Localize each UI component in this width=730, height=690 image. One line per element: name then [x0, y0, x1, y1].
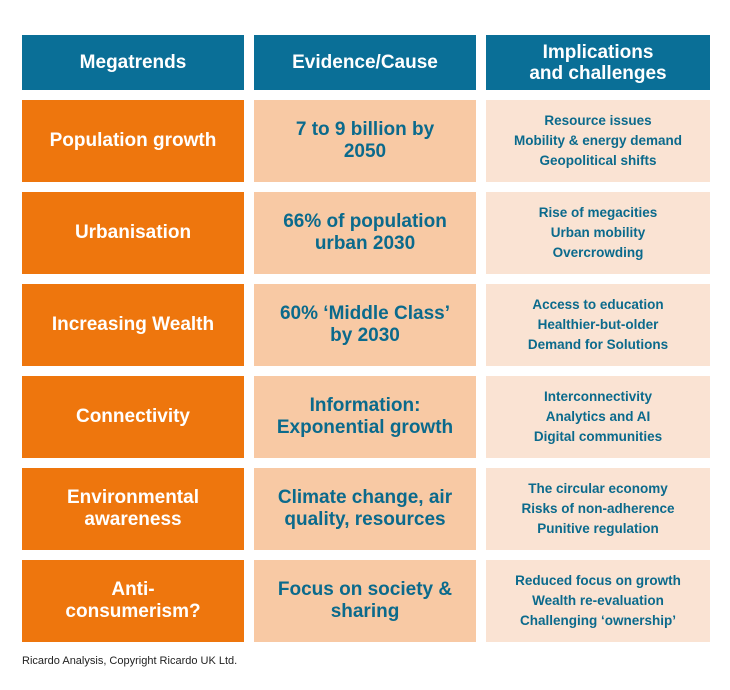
- implication-item: Rise of megacities: [538, 205, 658, 220]
- implication-item: Interconnectivity: [543, 389, 653, 404]
- table-row: Urbanisation 66% of population urban 2030…: [22, 192, 710, 274]
- implications-cell: Resource issues Mobility & energy demand G…: [486, 100, 710, 182]
- evidence-cell: 60% ‘Middle Class’ by 2030: [254, 284, 476, 366]
- megatrend-cell: Anti-consumerism?: [22, 560, 244, 642]
- implication-item: Resource issues: [544, 113, 652, 128]
- implication-item: Punitive regulation: [537, 521, 659, 536]
- implication-item: Geopolitical shifts: [539, 153, 657, 168]
- megatrend-cell: Population growth: [22, 100, 244, 182]
- table-row: Environmental awareness Climate change, a…: [22, 468, 710, 550]
- header-evidence: Evidence/Cause: [254, 35, 476, 90]
- table-row: Increasing Wealth 60% ‘Middle Class’ by 2…: [22, 284, 710, 366]
- megatrend-cell: Connectivity: [22, 376, 244, 458]
- implication-item: Access to education: [532, 297, 664, 312]
- implications-cell: Access to education Healthier-but-older De…: [486, 284, 710, 366]
- header-implications: Implications and challenges: [486, 35, 710, 90]
- header-implications-line1: Implications: [542, 41, 654, 63]
- source-caption: Ricardo Analysis, Copyright Ricardo UK L…: [22, 655, 238, 667]
- implication-item: Wealth re-evaluation: [532, 593, 664, 608]
- implications-cell: Interconnectivity Analytics and AI Digital…: [486, 376, 710, 458]
- implication-item: Urban mobility: [550, 225, 646, 240]
- implications-cell: Reduced focus on growth Wealth re-evaluat…: [486, 560, 710, 642]
- evidence-cell: 7 to 9 billion by 2050: [254, 100, 476, 182]
- implication-item: Digital communities: [533, 429, 663, 444]
- implication-item: The circular economy: [528, 481, 668, 496]
- megatrend-cell: Environmental awareness: [22, 468, 244, 550]
- table-row: Population growth 7 to 9 billion by 2050 R…: [22, 100, 710, 182]
- evidence-cell: Climate change, air quality, resources: [254, 468, 476, 550]
- evidence-cell: 66% of population urban 2030: [254, 192, 476, 274]
- header-row: Megatrends Evidence/Cause Implications a…: [22, 35, 710, 90]
- megatrend-cell: Urbanisation: [22, 192, 244, 274]
- table-row: Anti-consumerism? Focus on society & shar…: [22, 560, 710, 642]
- megatrends-table: Megatrends Evidence/Cause Implications a…: [22, 35, 710, 652]
- header-implications-line2: and challenges: [529, 62, 667, 84]
- megatrend-cell: Increasing Wealth: [22, 284, 244, 366]
- evidence-cell: Focus on society & sharing: [254, 560, 476, 642]
- implication-item: Challenging ‘ownership’: [519, 613, 676, 628]
- implication-item: Mobility & energy demand: [513, 133, 683, 148]
- header-megatrends: Megatrends: [22, 35, 244, 90]
- table-row: Connectivity Information: Exponential gro…: [22, 376, 710, 458]
- implication-item: Analytics and AI: [545, 409, 651, 424]
- evidence-cell: Information: Exponential growth: [254, 376, 476, 458]
- implication-item: Risks of non-adherence: [521, 501, 675, 516]
- implications-cell: Rise of megacities Urban mobility Overcrow…: [486, 192, 710, 274]
- implication-item: Overcrowding: [552, 245, 644, 260]
- implication-item: Reduced focus on growth: [515, 573, 681, 588]
- implication-item: Healthier-but-older: [537, 317, 659, 332]
- implication-item: Demand for Solutions: [527, 337, 669, 352]
- implications-cell: The circular economy Risks of non-adheren…: [486, 468, 710, 550]
